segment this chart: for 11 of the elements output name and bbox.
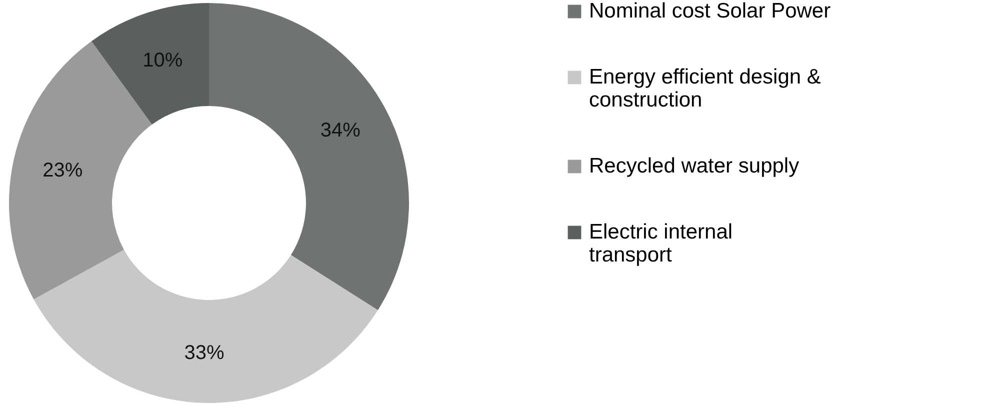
legend-label: Energy efficient design & construction bbox=[589, 66, 821, 112]
donut-slice bbox=[209, 3, 409, 310]
donut-slice bbox=[91, 3, 209, 125]
donut-slice bbox=[34, 250, 378, 403]
legend-label: Recycled water supply bbox=[589, 154, 800, 178]
data-label: 10% bbox=[142, 49, 183, 72]
data-label: 33% bbox=[184, 342, 225, 364]
data-label: 34% bbox=[320, 120, 361, 142]
legend-label: Nominal cost Solar Power bbox=[589, 0, 831, 22]
legend-label: Electric internal transport bbox=[589, 220, 733, 266]
data-label: 23% bbox=[42, 159, 83, 182]
